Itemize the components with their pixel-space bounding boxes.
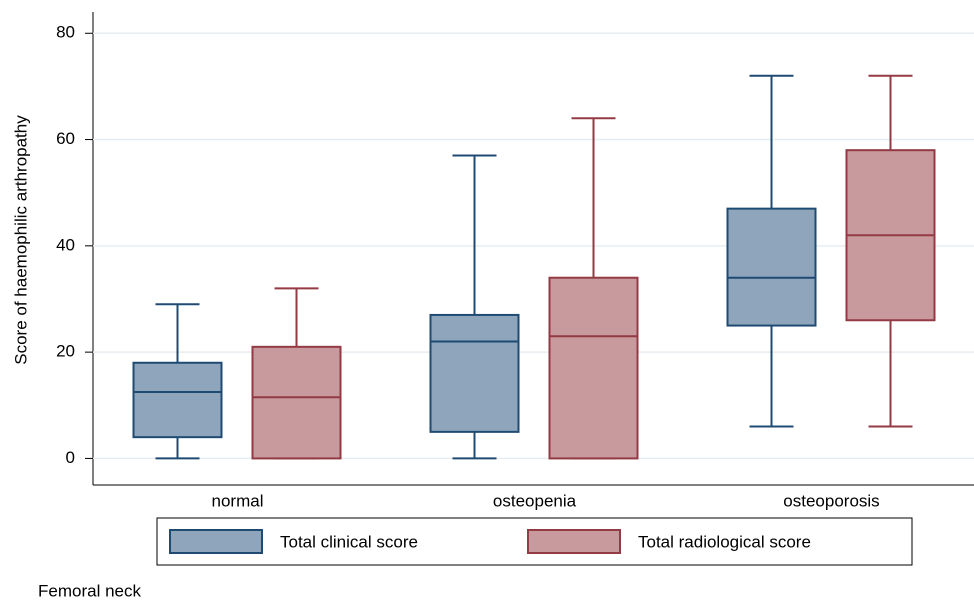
box bbox=[132, 361, 223, 439]
legend-label: Total radiological score bbox=[638, 532, 811, 551]
box bbox=[548, 276, 639, 460]
x-tick-label: normal bbox=[212, 491, 264, 510]
legend-label: Total clinical score bbox=[280, 532, 418, 551]
legend-swatch bbox=[527, 529, 621, 554]
x-tick-label: osteopenia bbox=[493, 491, 577, 510]
x-tick-label: osteoporosis bbox=[783, 491, 879, 510]
y-axis-title: Score of haemophilic arthropathy bbox=[11, 115, 30, 365]
y-tick-label: 60 bbox=[56, 129, 75, 148]
y-tick-label: 20 bbox=[56, 342, 75, 361]
y-tick-label: 40 bbox=[56, 235, 75, 254]
y-tick-label: 80 bbox=[56, 23, 75, 42]
box bbox=[726, 207, 817, 327]
y-tick-label: 0 bbox=[66, 448, 75, 467]
box bbox=[429, 313, 520, 433]
legend-swatch bbox=[169, 529, 263, 554]
note: Femoral neck bbox=[38, 581, 141, 600]
box bbox=[251, 345, 342, 460]
